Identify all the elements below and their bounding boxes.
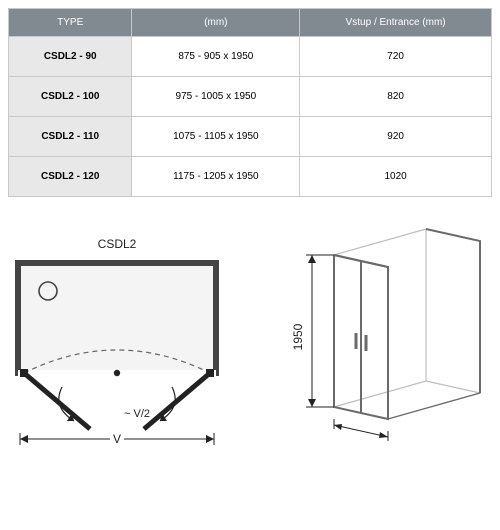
door-left-leaf xyxy=(24,373,90,429)
spec-table: TYPE (mm) Vstup / Entrance (mm) CSDL2 - … xyxy=(8,8,492,197)
dim-v-label: V xyxy=(113,432,121,446)
iso-svg: 1950 xyxy=(258,217,488,447)
cell-mm: 975 - 1005 x 1950 xyxy=(132,77,300,117)
table-header-row: TYPE (mm) Vstup / Entrance (mm) xyxy=(9,9,492,37)
dim-h-label: 1950 xyxy=(291,323,305,350)
door-plane-depth xyxy=(388,241,480,419)
half-symbol: ~ V/2 xyxy=(124,408,150,420)
cell-entrance: 1020 xyxy=(300,157,492,197)
dim-h-arrB xyxy=(308,399,316,407)
cell-entrance: 720 xyxy=(300,37,492,77)
front-far-jamb xyxy=(426,229,480,393)
col-type: TYPE xyxy=(9,9,132,37)
cell-type: CSDL2 - 100 xyxy=(9,77,132,117)
cell-mm: 875 - 905 x 1950 xyxy=(132,37,300,77)
floor-back-left xyxy=(334,381,426,407)
diagrams-row: CSDL2 ~ V/2 xyxy=(8,217,492,452)
enclosure-rect xyxy=(18,263,216,373)
table-row: CSDL2 - 100 975 - 1005 x 1950 820 xyxy=(9,77,492,117)
table-row: CSDL2 - 90 875 - 905 x 1950 720 xyxy=(9,37,492,77)
cell-type: CSDL2 - 90 xyxy=(9,37,132,77)
table-row: CSDL2 - 120 1175 - 1205 x 1950 1020 xyxy=(9,157,492,197)
cell-mm: 1175 - 1205 x 1950 xyxy=(132,157,300,197)
topview-diagram: CSDL2 ~ V/2 xyxy=(12,237,222,452)
door-right-leaf xyxy=(144,373,210,429)
dim-h-arrT xyxy=(308,255,316,263)
iso-diagram: 1950 xyxy=(258,217,488,452)
floor-back-right xyxy=(426,381,480,393)
cell-type: CSDL2 - 120 xyxy=(9,157,132,197)
dim-v-arrR xyxy=(206,435,214,443)
table-row: CSDL2 - 110 1075 - 1105 x 1950 920 xyxy=(9,117,492,157)
topview-svg: ~ V/2 V xyxy=(12,257,222,447)
dim-w-arrL xyxy=(334,424,342,430)
col-entrance: Vstup / Entrance (mm) xyxy=(300,9,492,37)
topview-label: CSDL2 xyxy=(12,237,222,251)
dim-w-arrR xyxy=(379,432,388,438)
cell-entrance: 820 xyxy=(300,77,492,117)
col-mm: (mm) xyxy=(132,9,300,37)
cell-type: CSDL2 - 110 xyxy=(9,117,132,157)
back-top-left xyxy=(334,229,426,255)
cell-entrance: 920 xyxy=(300,117,492,157)
cell-mm: 1075 - 1105 x 1950 xyxy=(132,117,300,157)
center-post xyxy=(114,370,120,376)
dim-v-arrL xyxy=(20,435,28,443)
